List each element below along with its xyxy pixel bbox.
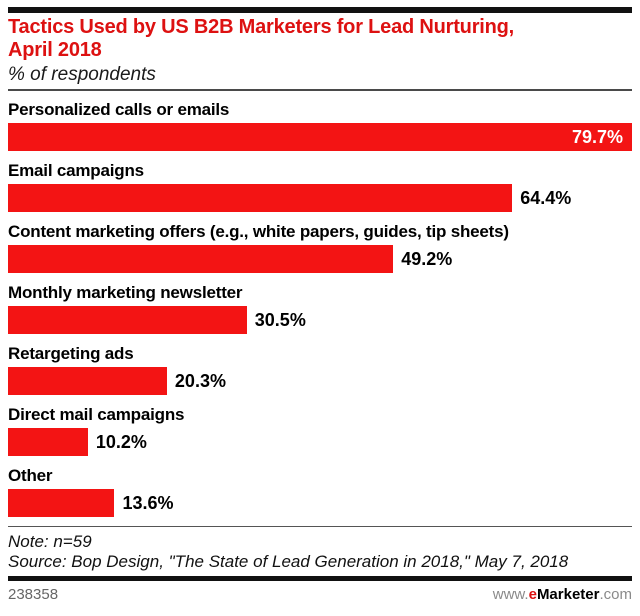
logo-com: .com	[599, 586, 632, 603]
emarketer-logo: www.eMarketer.com	[493, 586, 632, 603]
chart-row: Email campaigns 64.4%	[8, 160, 632, 212]
note-text: Note: n=59	[8, 532, 92, 551]
bar-row: 79.7%	[8, 123, 632, 151]
bar	[8, 428, 88, 456]
chart-title-line2: April 2018	[8, 39, 102, 61]
bar	[8, 245, 394, 273]
bar	[8, 306, 247, 334]
chart-row: Monthly marketing newsletter 30.5%	[8, 282, 632, 334]
chart-id: 238358	[8, 586, 59, 603]
chart-row: Personalized calls or emails 79.7%	[8, 99, 632, 151]
bar-label: Retargeting ads	[8, 344, 134, 363]
bar-label: Monthly marketing newsletter	[8, 283, 243, 302]
logo-www: www.	[492, 586, 529, 603]
bar-row: 10.2%	[8, 428, 632, 456]
chart-row: Direct mail campaigns 10.2%	[8, 404, 632, 456]
bar-row: 64.4%	[8, 184, 632, 212]
bar-label: Email campaigns	[8, 161, 144, 180]
bottom-rule	[8, 576, 632, 581]
bar-value: 79.7%	[571, 127, 623, 147]
top-rule	[8, 7, 632, 13]
bar-row: 13.6%	[8, 489, 632, 517]
footnote-divider: Note: n=59 Source: Bop Design, "The Stat…	[8, 526, 632, 572]
bar: 79.7%	[8, 123, 632, 151]
bar	[8, 184, 513, 212]
logo-marketer: Marketer	[536, 586, 600, 603]
chart-row: Retargeting ads 20.3%	[8, 343, 632, 395]
chart-subtitle: % of respondents	[8, 62, 632, 91]
bar-chart: Personalized calls or emails 79.7% Email c…	[8, 99, 632, 517]
bar	[8, 367, 167, 395]
footer-bar: 238358 www.eMarketer.com	[8, 586, 632, 603]
bar	[8, 489, 115, 517]
bar-row: 30.5%	[8, 306, 632, 334]
bar-label: Personalized calls or emails	[8, 100, 230, 119]
bar-row: 49.2%	[8, 245, 632, 273]
bar-label: Direct mail campaigns	[8, 405, 185, 424]
chart-row: Content marketing offers (e.g., white pa…	[8, 221, 632, 273]
bar-value: 13.6%	[122, 492, 174, 513]
bar-value: 30.5%	[254, 309, 306, 330]
bar-value: 20.3%	[174, 370, 226, 391]
logo-e: e	[528, 586, 537, 603]
chart-row: Other 13.6%	[8, 465, 632, 517]
source-text: Source: Bop Design, "The State of Lead G…	[8, 552, 569, 571]
bar-label: Other	[8, 466, 53, 485]
chart-title-line1: Tactics Used by US B2B Marketers for Lea…	[8, 16, 515, 38]
bar-label: Content marketing offers (e.g., white pa…	[8, 222, 509, 241]
bar-value: 49.2%	[401, 248, 453, 269]
bar-row: 20.3%	[8, 367, 632, 395]
chart-title: Tactics Used by US B2B Marketers for Lea…	[8, 16, 632, 62]
bar-value: 64.4%	[520, 187, 572, 208]
bar-value: 10.2%	[95, 431, 147, 452]
